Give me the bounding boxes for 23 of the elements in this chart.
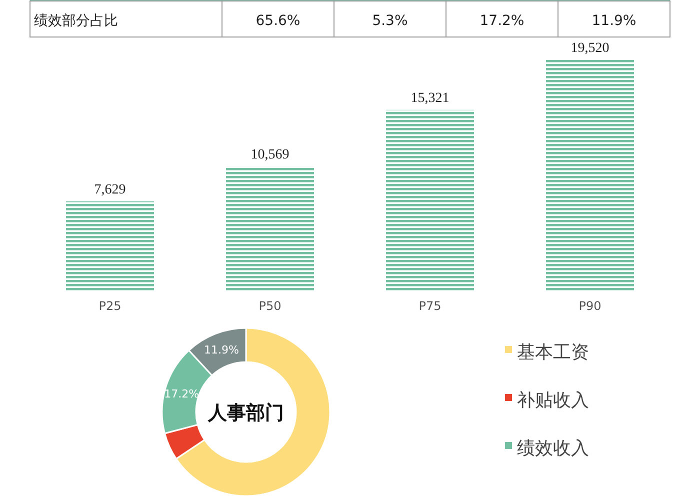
text: 11.9%	[592, 13, 636, 29]
legend-label: 补贴收入	[517, 390, 589, 411]
bar	[386, 110, 474, 292]
text: 5.3%	[372, 13, 408, 29]
bar	[66, 201, 154, 292]
data-label: 17.2%	[164, 387, 200, 400]
x-tick-label: P90	[578, 299, 602, 313]
x-tick-label: P50	[258, 299, 282, 313]
text: 17.2%	[480, 13, 524, 29]
legend-label: 绩效收入	[517, 438, 589, 459]
data-label: 11.9%	[204, 344, 240, 357]
x-tick-label: P25	[98, 299, 122, 313]
legend-label: 基本工资	[517, 342, 589, 363]
data-label: 15,321	[410, 90, 450, 106]
bar	[226, 166, 314, 292]
bar	[546, 60, 634, 292]
x-tick-label: P75	[418, 299, 442, 313]
data-label: 10,569	[250, 147, 290, 162]
text: 65.6%	[256, 13, 300, 29]
text: 绩效部分占比	[34, 13, 118, 29]
data-label: 7,629	[94, 182, 126, 198]
data-label: 19,520	[570, 41, 610, 56]
text: 人事部门	[207, 402, 284, 424]
